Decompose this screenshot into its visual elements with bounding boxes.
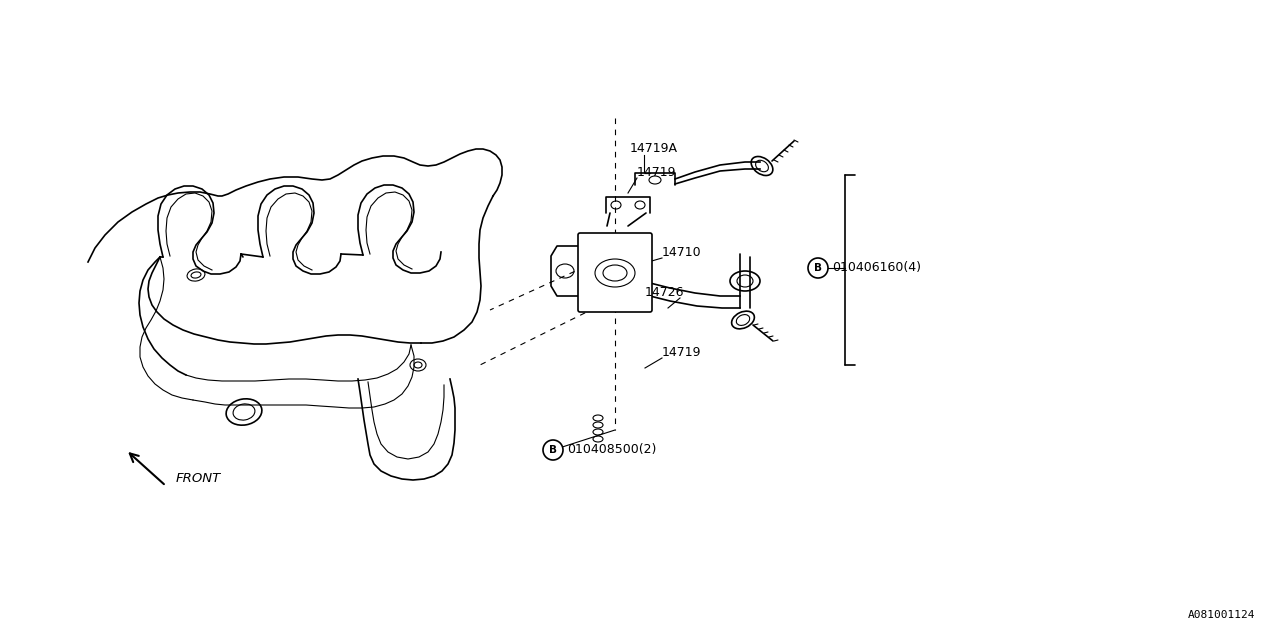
Ellipse shape: [808, 258, 828, 278]
Text: B: B: [814, 263, 822, 273]
Text: 010406160(4): 010406160(4): [832, 262, 922, 275]
Text: 010408500(2): 010408500(2): [567, 444, 657, 456]
Text: 14726: 14726: [645, 285, 685, 298]
Text: 14719: 14719: [662, 346, 701, 358]
Text: 14719A: 14719A: [630, 141, 678, 154]
FancyBboxPatch shape: [579, 233, 652, 312]
Text: 14719: 14719: [637, 166, 677, 179]
Ellipse shape: [543, 440, 563, 460]
Text: FRONT: FRONT: [177, 472, 221, 484]
Text: A081001124: A081001124: [1188, 610, 1254, 620]
Text: B: B: [549, 445, 557, 455]
Text: 14710: 14710: [662, 246, 701, 259]
